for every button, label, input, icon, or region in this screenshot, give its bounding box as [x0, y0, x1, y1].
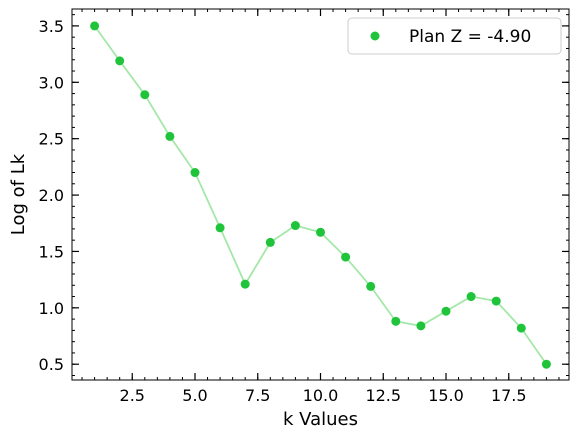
- x-tick-label: 2.5: [120, 386, 145, 405]
- data-point: [115, 56, 125, 66]
- y-tick-label: 3.0: [39, 73, 64, 92]
- data-point: [215, 223, 225, 233]
- data-point: [516, 323, 526, 333]
- major-ticks: [72, 9, 569, 380]
- data-point: [190, 168, 200, 178]
- data-point: [491, 296, 501, 306]
- legend-entry-label: Plan Z = -4.90: [409, 27, 531, 47]
- data-point: [265, 237, 275, 247]
- y-tick-labels: 0.5 1.0 1.5 2.0 2.5 3.0 3.5: [39, 17, 64, 374]
- data-point: [366, 281, 376, 291]
- data-point: [316, 227, 325, 237]
- data-point: [165, 131, 175, 141]
- plot-frame: [71, 8, 570, 381]
- x-tick-label: 10.0: [303, 386, 339, 405]
- series-layer: [90, 21, 551, 369]
- y-tick-label: 2.5: [39, 130, 64, 149]
- x-tick-label: 15.0: [428, 386, 464, 405]
- data-point: [90, 21, 100, 31]
- legend: Plan Z = -4.90: [347, 17, 562, 55]
- y-tick-label: 3.5: [39, 17, 64, 36]
- x-axis-label: k Values: [283, 409, 358, 430]
- x-tick-label: 7.5: [245, 386, 270, 405]
- data-point: [290, 221, 300, 231]
- legend-box: [347, 17, 562, 55]
- data-point: [341, 252, 351, 262]
- x-tick-label: 17.5: [491, 386, 527, 405]
- x-tick-labels: 2.5 5.0 7.5 10.0 12.5 15.0 17.5: [120, 386, 527, 405]
- data-point: [140, 90, 150, 100]
- data-point: [441, 306, 451, 316]
- y-axis-label: Log of Lk: [8, 153, 29, 235]
- data-point: [391, 316, 401, 326]
- y-tick-label: 1.0: [39, 299, 64, 318]
- x-tick-label: 12.5: [365, 386, 401, 405]
- y-tick-label: 1.5: [39, 242, 64, 261]
- data-point: [541, 359, 551, 369]
- x-tick-label: 5.0: [182, 386, 207, 405]
- data-point: [416, 321, 426, 331]
- legend-marker: [370, 31, 380, 41]
- y-tick-label: 2.0: [39, 186, 64, 205]
- data-point: [240, 279, 250, 289]
- y-tick-label: 0.5: [39, 355, 64, 374]
- data-point: [466, 292, 476, 302]
